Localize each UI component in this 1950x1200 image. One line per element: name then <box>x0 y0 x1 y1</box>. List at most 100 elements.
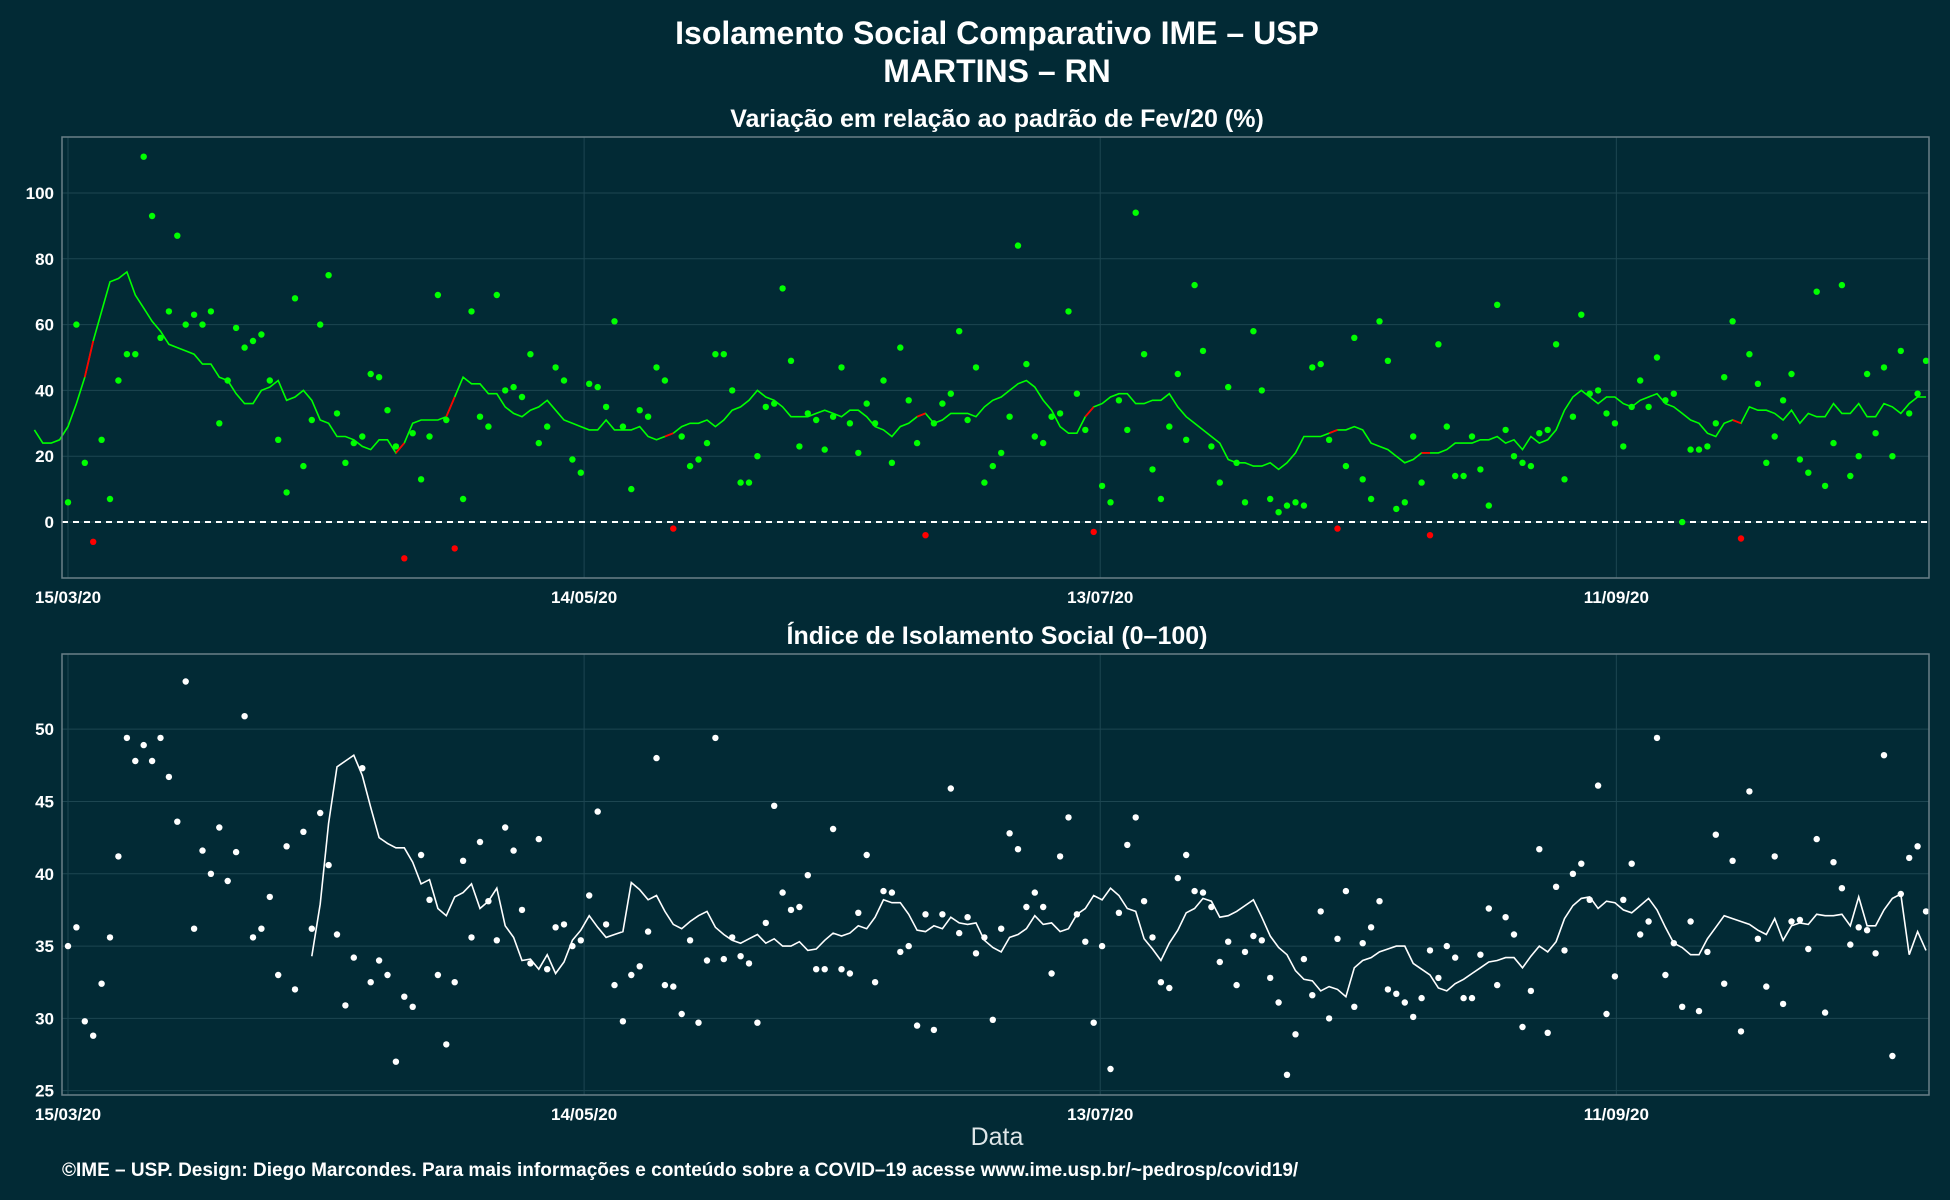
variation-point <box>686 462 694 470</box>
index-point <box>939 911 946 918</box>
index-point <box>1637 931 1644 938</box>
index-point <box>132 757 139 765</box>
variation-point <box>258 331 265 338</box>
index-point <box>409 1003 416 1010</box>
moving-average-line <box>311 753 1927 999</box>
index-point <box>342 1002 349 1009</box>
variation-point <box>956 328 963 335</box>
variation-point <box>367 370 374 378</box>
variation-point <box>1561 476 1568 483</box>
variation-point <box>1275 509 1282 516</box>
moving-average-negative-segment <box>1732 419 1742 425</box>
variation-point <box>838 364 845 371</box>
index-point <box>1889 1052 1896 1060</box>
variation-point <box>1166 423 1173 430</box>
variation-point <box>813 416 820 424</box>
index-point <box>476 838 484 846</box>
index-point <box>1519 1023 1526 1031</box>
index-point <box>829 825 837 833</box>
variation-point <box>165 308 173 315</box>
index-point <box>695 1019 702 1026</box>
index-point <box>1847 941 1854 948</box>
index-point <box>1275 999 1282 1006</box>
variation-point <box>1267 495 1274 503</box>
variation-point <box>434 291 442 299</box>
variation-point <box>1645 403 1652 411</box>
index-point <box>762 919 769 927</box>
index-point <box>392 1058 400 1065</box>
variation-point <box>1729 318 1736 325</box>
variation-point <box>737 479 744 486</box>
variation-point <box>846 420 854 427</box>
index-point <box>1107 1065 1114 1073</box>
index-point <box>451 979 458 986</box>
index-point <box>1342 887 1350 895</box>
variation-point <box>73 321 80 328</box>
variation-point <box>888 459 896 466</box>
index-point <box>1645 918 1652 925</box>
index-point <box>1040 903 1047 911</box>
index-point <box>661 981 669 989</box>
index-point <box>367 979 374 986</box>
variation-point <box>1687 446 1694 453</box>
index-point <box>888 889 896 896</box>
variation-point <box>1679 518 1686 526</box>
variation-point <box>1241 499 1249 506</box>
index-point <box>224 877 231 885</box>
index-point <box>1502 914 1509 921</box>
index-point <box>1838 885 1846 892</box>
variation-point <box>1031 433 1039 440</box>
index-point <box>1796 916 1804 924</box>
index-point <box>905 942 912 950</box>
index-point <box>1006 830 1013 837</box>
index-point <box>544 966 551 973</box>
index-point <box>1485 905 1493 912</box>
index-point <box>1393 990 1400 997</box>
variation-point <box>897 344 904 351</box>
variation-point <box>771 400 778 407</box>
index-point <box>249 934 257 941</box>
variation-point <box>1821 482 1829 490</box>
variation-point <box>1830 439 1837 447</box>
index-point <box>1208 903 1215 911</box>
x-tick-label: 15/03/20 <box>35 1105 101 1124</box>
variation-point <box>417 476 425 483</box>
index-panel: 15/03/20 14/05/20 13/07/20 11/09/20 25 30 35 40… <box>35 653 1930 1124</box>
index-point <box>325 861 332 869</box>
index-point <box>678 1010 685 1018</box>
index-point <box>1578 860 1585 867</box>
variation-point <box>224 377 231 384</box>
variation-point <box>1140 351 1148 358</box>
index-point <box>703 957 711 964</box>
index-point <box>586 892 593 899</box>
variation-point <box>249 337 257 345</box>
variation-point <box>636 407 643 414</box>
index-point <box>1233 981 1240 989</box>
index-point <box>1763 983 1770 990</box>
index-point <box>1065 814 1072 821</box>
index-point <box>493 937 500 944</box>
variation-point <box>1359 476 1366 483</box>
variation-point <box>905 397 912 404</box>
y-tick-label: 25 <box>35 1082 54 1101</box>
variation-point <box>569 456 576 463</box>
index-point <box>1250 932 1257 940</box>
variation-point <box>913 439 921 447</box>
index-point <box>1603 1010 1610 1018</box>
index-point <box>232 848 240 856</box>
variation-point <box>1334 525 1341 532</box>
index-point <box>401 993 408 1000</box>
variation-point <box>115 377 122 384</box>
index-point <box>1594 782 1602 789</box>
variation-point <box>1082 426 1089 434</box>
variation-point <box>1098 482 1106 490</box>
variation-point <box>123 351 131 358</box>
index-point <box>182 678 189 685</box>
index-point <box>90 1032 97 1039</box>
index-point <box>1216 958 1224 966</box>
variation-point <box>619 423 627 430</box>
variation-point <box>577 469 584 476</box>
index-point <box>317 809 324 817</box>
variation-point <box>1813 288 1820 295</box>
x-tick-label: 11/09/20 <box>1584 588 1649 607</box>
